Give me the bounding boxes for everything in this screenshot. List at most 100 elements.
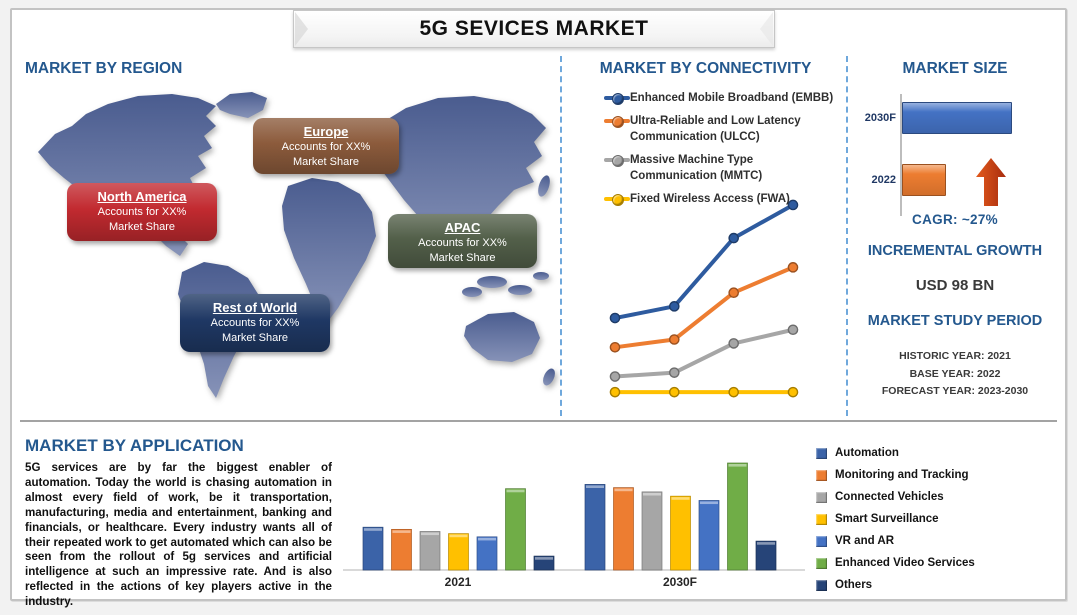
region-share-line2: Market Share [429,252,496,264]
data-point-marker [728,232,739,244]
vertical-dashed-divider [846,56,848,416]
region-callout-apac: APAC Accounts for XX% Market Share [388,214,537,268]
x-axis-label-2021: 2021 [444,575,472,589]
region-share-line1: Accounts for XX% [210,317,300,329]
region-name: APAC [444,220,481,235]
legend-label: Others [835,579,873,591]
data-point-marker [787,262,799,273]
legend-label: Enhanced Video Services [835,557,975,569]
region-share-line2: Market Share [221,332,289,344]
bar-highlight [671,497,690,500]
legend-swatch-icon [816,535,827,547]
legend-label: VR and AR [835,535,894,547]
legend-item-enhanced-video-services: Enhanced Video Services [816,552,1016,574]
legend-item-connected-vehicles: Connected Vehicles [816,486,1016,508]
line-series [613,202,795,321]
data-point-marker [669,301,680,312]
legend-label: Fixed Wireless Access (FWA) [630,192,790,205]
bar-highlight [392,530,411,533]
base-year: BASE YEAR: 2022 [909,367,1001,380]
bar [391,528,412,571]
line-series [613,265,795,350]
legend-swatch-icon [816,557,827,569]
bar-highlight [643,492,661,496]
bar [419,531,441,571]
application-paragraph: 5G services are by far the biggest enabl… [25,461,332,609]
bar-highlight [586,485,604,488]
data-point-marker [669,334,680,345]
data-point-marker [669,386,680,398]
line-marker-icon [604,113,630,129]
x-axis-label-2030f: 2030F [662,575,698,589]
legend-swatch-icon [816,513,827,525]
bar-highlight [535,557,553,560]
growth-arrow-icon [976,158,1006,206]
connectivity-legend: Enhanced Mobile Broadband (EMBB) Ultra-R… [604,90,836,213]
data-point-marker [609,386,621,398]
legend-item-ulcc: Ultra-Reliable and Low Latency Communica… [604,113,836,146]
page-title: 5G SEVICES MARKET [419,17,649,40]
region-share-line1: Accounts for XX% [418,237,507,249]
legend-item-vr-and-ar: VR and AR [816,530,1016,552]
connectivity-line-chart [609,199,799,398]
bar [584,484,606,571]
data-point-marker [787,324,799,336]
legend-item-others: Others [816,574,1016,596]
legend-label: Ultra-Reliable and Low Latency Communica… [630,114,801,144]
bar-highlight [700,501,718,505]
bar-highlight [506,489,525,493]
data-point-marker [609,371,621,382]
region-name: Rest of World [212,300,298,315]
bar [362,526,384,571]
bar-highlight [757,542,775,545]
data-point-marker [609,312,621,324]
line-marker-icon [604,191,630,207]
legend-label: Automation [835,447,899,459]
bar-highlight [728,464,747,467]
market-size-bar-2022 [902,164,946,196]
vertical-dashed-divider [560,56,562,416]
application-legend: Automation Monitoring and Tracking Conne… [816,442,1016,596]
region-callout-europe: Europe Accounts for XX% Market Share [253,118,399,174]
region-share-line2: Market Share [108,221,176,233]
forecast-year: FORECAST YEAR: 2023-2030 [881,385,1029,397]
legend-label: Connected Vehicles [835,491,944,503]
legend-swatch-icon [816,491,827,503]
legend-label: Massive Machine Type Communication (MMTC… [630,153,763,183]
data-point-marker [787,199,799,211]
region-panel-title: MARKET BY REGION [25,60,183,77]
region-callout-north-america: North America Accounts for XX% Market Sh… [67,183,217,241]
legend-item-mmtc: Massive Machine Type Communication (MMTC… [604,152,836,185]
bar [698,500,720,571]
bar-highlight [364,528,382,531]
legend-label: Smart Surveillance [835,513,939,525]
y-axis-line [900,94,902,216]
title-bar: 5G SEVICES MARKET [293,10,775,48]
market-size-bar-2030f [902,102,1012,134]
market-size-chart: 2030F 2022 [856,94,1062,216]
bar-highlight [614,488,633,492]
region-name: Europe [303,124,349,139]
legend-item-embb: Enhanced Mobile Broadband (EMBB) [604,90,836,107]
bar-label-2022: 2022 [871,174,896,186]
legend-item-fwa: Fixed Wireless Access (FWA) [604,191,836,208]
bar [670,495,691,571]
market-size-title: MARKET SIZE [902,60,1008,77]
cagr-text: CAGR: ~27% [912,212,998,227]
bar [727,462,748,571]
bar-highlight [449,534,468,538]
legend-swatch-icon [816,469,827,481]
incremental-growth-value: USD 98 BN [915,277,995,294]
application-bar-chart [343,462,805,571]
data-point-marker [728,338,739,349]
study-period-title: MARKET STUDY PERIOD [867,313,1043,329]
data-point-marker [669,367,680,378]
legend-label: Monitoring and Tracking [835,469,969,481]
application-panel-title: MARKET BY APPLICATION [25,436,244,455]
region-share-line1: Accounts for XX% [97,206,187,218]
world-map [38,92,555,398]
connectivity-panel-title: MARKET BY CONNECTIVITY [599,60,812,77]
bar-highlight [421,532,439,536]
bar [448,533,469,571]
bar [641,491,663,571]
